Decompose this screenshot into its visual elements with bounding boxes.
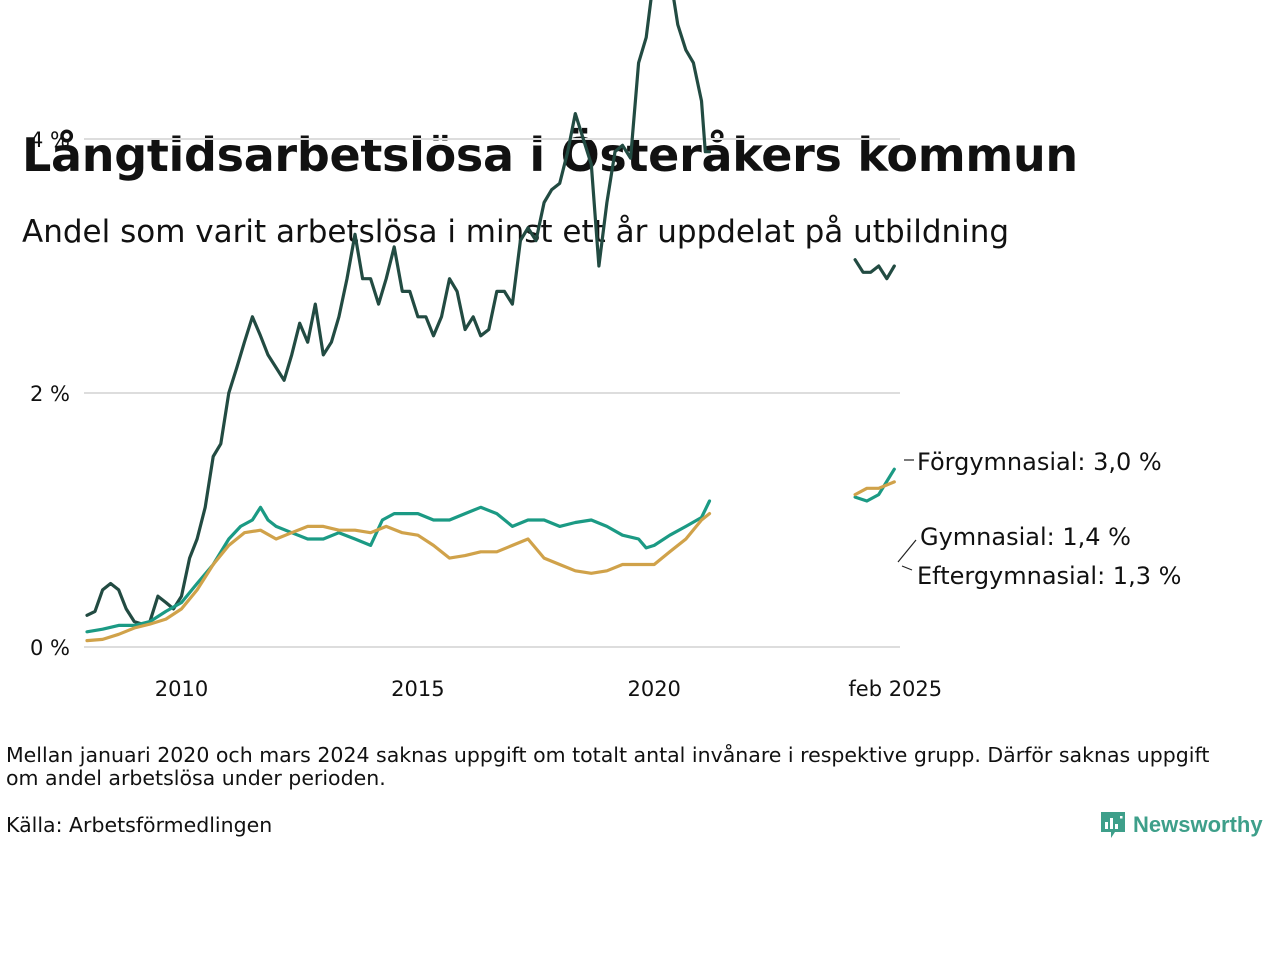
x-tick-label: feb 2025 [848,677,942,701]
series-line-gymnasial-0 [85,499,712,634]
footnote: Mellan januari 2020 och mars 2024 saknas… [6,743,1210,790]
series-line-eftergymnasial-0 [85,512,712,643]
label-leader-gymnasial [897,539,917,563]
source-note: Källa: Arbetsförmedlingen [6,813,273,837]
y-tick-label: 0 % [30,636,70,660]
y-tick-label: 4 % [30,128,70,152]
brand-name: Newsworthy [1133,812,1263,837]
series-line-eftergymnasial-1 [853,480,896,497]
label-leader-eftergymnasial [901,565,913,571]
series-end-labels: Förgymnasial: 3,0 % Gymnasial: 1,4 % Efter… [897,448,1181,590]
series-line-förgymnasial-1 [853,258,896,281]
line-chart: 0 % 2 % 4 % 2010 2015 2020 feb 2025 Förgymnas… [30,0,1181,701]
series-label-gymnasial: Gymnasial: 1,4 % [920,523,1131,551]
y-axis-ticks: 0 % 2 % 4 % [30,128,70,660]
chart-subtitle: Andel som varit arbetslösa i minst ett å… [22,214,1010,250]
chart-title: Långtidsarbetslösa i Österåkers kommun [22,128,1078,182]
series-lines [85,0,896,643]
series-line-gymnasial-1 [853,467,896,503]
newsworthy-logo-icon [1101,812,1125,838]
series-label-förgymnasial: Förgymnasial: 3,0 % [917,448,1162,476]
x-axis-ticks: 2010 2015 2020 feb 2025 [155,677,942,701]
y-tick-label: 2 % [30,382,70,406]
x-tick-label: 2010 [155,677,208,701]
x-tick-label: 2015 [391,677,444,701]
gridlines [84,138,900,648]
newsworthy-logo: Newsworthy [1099,808,1263,842]
series-label-eftergymnasial: Eftergymnasial: 1,3 % [917,562,1181,590]
x-tick-label: 2020 [627,677,680,701]
series-line-förgymnasial-0 [85,0,712,626]
